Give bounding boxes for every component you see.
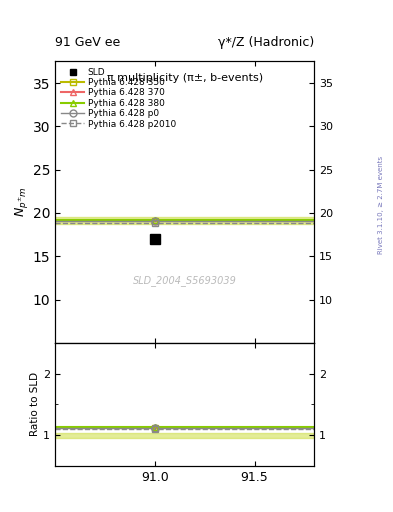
Text: Rivet 3.1.10, ≥ 2.7M events: Rivet 3.1.10, ≥ 2.7M events: [378, 156, 384, 254]
Text: γ*/Z (Hadronic): γ*/Z (Hadronic): [218, 36, 314, 49]
Y-axis label: Ratio to SLD: Ratio to SLD: [30, 372, 40, 436]
Bar: [55, 217, 314, 224]
Text: π multiplicity (π±, b-events): π multiplicity (π±, b-events): [107, 73, 263, 83]
Legend: SLD, Pythia 6.428 350, Pythia 6.428 370, Pythia 6.428 380, Pythia 6.428 p0, Pyth: SLD, Pythia 6.428 350, Pythia 6.428 370,…: [59, 66, 178, 131]
Bar: [55, 433, 314, 438]
Text: 91 GeV ee: 91 GeV ee: [55, 36, 120, 49]
Text: SLD_2004_S5693039: SLD_2004_S5693039: [133, 275, 237, 286]
Y-axis label: $N_{p^{\pm}m}$: $N_{p^{\pm}m}$: [13, 187, 30, 218]
